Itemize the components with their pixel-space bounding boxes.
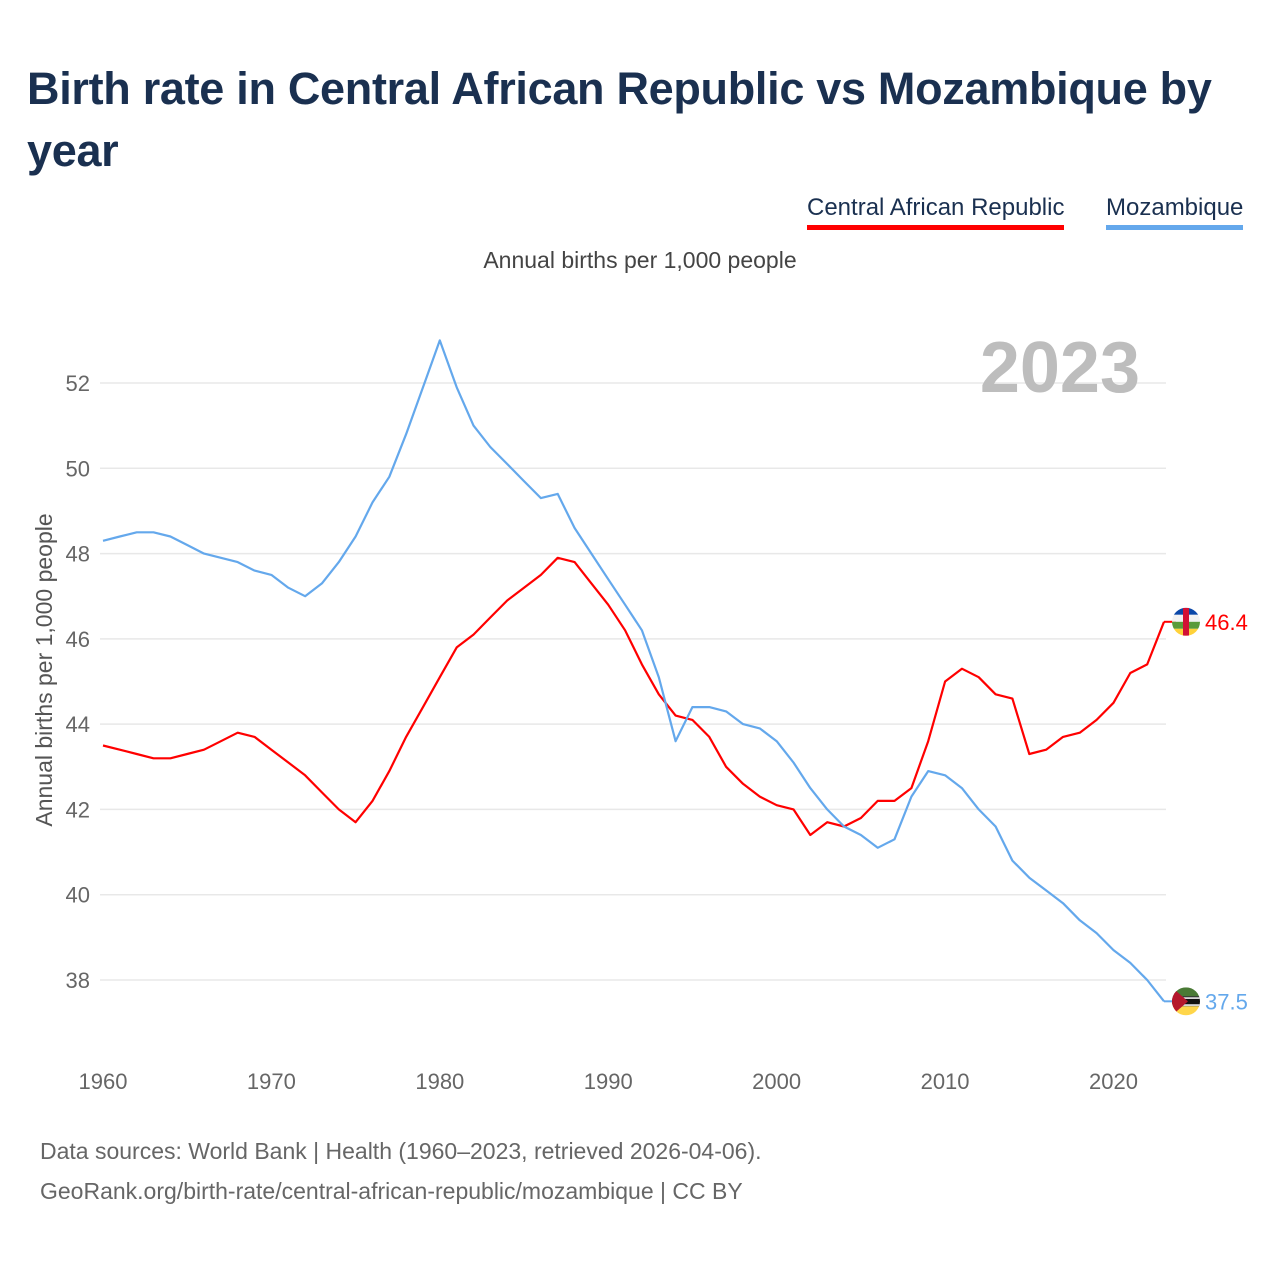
y-tick-label: 40 bbox=[66, 883, 90, 908]
x-tick-label: 1990 bbox=[584, 1069, 633, 1094]
x-tick-label: 1960 bbox=[79, 1069, 128, 1094]
chart-title: Birth rate in Central African Republic v… bbox=[27, 63, 1212, 176]
end-value-label: 46.4 bbox=[1205, 610, 1248, 635]
x-tick-label: 2000 bbox=[752, 1069, 801, 1094]
y-tick-label: 44 bbox=[66, 712, 90, 737]
footer-sources: Data sources: World Bank | Health (1960–… bbox=[40, 1138, 762, 1164]
y-tick-label: 48 bbox=[66, 542, 90, 567]
y-tick-label: 46 bbox=[66, 627, 90, 652]
footer-attribution: GeoRank.org/birth-rate/central-african-r… bbox=[40, 1178, 743, 1204]
legend-mozambique[interactable]: Mozambique bbox=[1106, 194, 1244, 230]
mozambique-flag-icon bbox=[1172, 987, 1200, 1016]
x-tick-label: 2020 bbox=[1089, 1069, 1138, 1094]
y-tick-label: 52 bbox=[66, 371, 90, 396]
y-tick-label: 38 bbox=[66, 968, 90, 993]
legend-central-african-republic[interactable]: Central African Republic bbox=[807, 194, 1065, 230]
y-tick-label: 42 bbox=[66, 797, 90, 822]
x-tick-label: 1980 bbox=[415, 1069, 464, 1094]
central-african-republic-flag-icon bbox=[1172, 607, 1200, 636]
chart-subtitle: Annual births per 1,000 people bbox=[483, 247, 797, 273]
end-value-label: 37.5 bbox=[1205, 989, 1248, 1014]
series-line-mozambique bbox=[102, 339, 1165, 1002]
year-watermark: 2023 bbox=[980, 328, 1140, 408]
y-axis-label: Annual births per 1,000 people bbox=[31, 513, 57, 826]
x-tick-label: 2010 bbox=[921, 1069, 970, 1094]
x-tick-label: 1970 bbox=[247, 1069, 296, 1094]
y-tick-label: 50 bbox=[66, 456, 90, 481]
series-line-central-african-republic bbox=[102, 556, 1166, 837]
